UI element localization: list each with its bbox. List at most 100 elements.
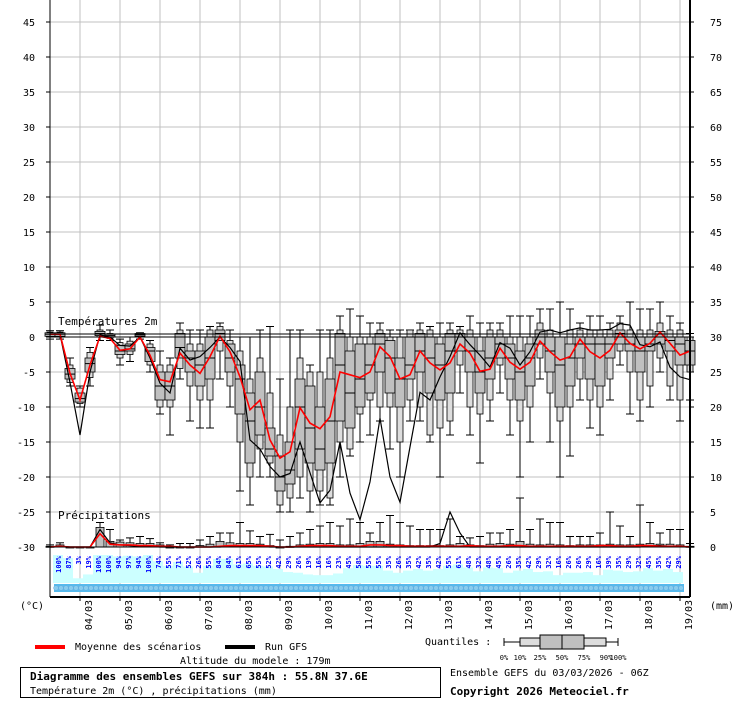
precip-type-mark	[533, 585, 539, 591]
snow-prob-bar	[213, 558, 223, 583]
snow-prob-bar	[593, 575, 603, 583]
precip-type-mark	[218, 585, 224, 591]
right-tick-label: 55	[710, 158, 722, 169]
precip-type-mark	[388, 585, 394, 591]
precip-type-mark	[343, 585, 349, 591]
precip-type-mark	[558, 585, 564, 591]
right-tick-label: 50	[710, 193, 722, 204]
precip-type-mark	[253, 585, 259, 591]
precip-type-mark	[478, 585, 484, 591]
snow-prob-label: 35%	[425, 555, 433, 568]
precip-boxplot	[495, 532, 505, 548]
precip-type-mark	[338, 585, 344, 591]
date-label: 07/03	[204, 600, 215, 630]
box-p25-p75	[554, 336, 566, 408]
precip-type-mark	[433, 585, 439, 591]
left-tick-label: 15	[23, 228, 35, 239]
snow-prob-bar	[303, 574, 313, 583]
box-p25-p75	[634, 336, 646, 373]
snow-prob-bar	[533, 572, 543, 583]
snow-prob-bar	[633, 571, 643, 583]
precip-type-mark	[408, 585, 414, 591]
precip-type-mark	[638, 585, 644, 591]
precip-type-mark	[138, 585, 144, 591]
snow-prob-bar	[643, 568, 653, 583]
precip-type-mark	[148, 585, 154, 591]
quantile-tick-label: 100%	[610, 654, 628, 662]
right-unit-label: (mm)	[710, 601, 734, 612]
snow-prob-label: 26%	[395, 555, 403, 568]
grid	[50, 0, 690, 597]
left-tick-label: -10	[17, 403, 35, 414]
box-p25-p75	[434, 343, 446, 401]
right-tick-label: 60	[710, 123, 722, 134]
snow-prob-label: 55%	[205, 555, 213, 568]
precip-type-mark	[68, 585, 74, 591]
temp-boxplot	[274, 378, 286, 513]
temp-boxplot	[514, 315, 526, 478]
snow-prob-label: 26%	[295, 555, 303, 568]
left-tick-label: 30	[23, 123, 35, 134]
precip-boxplot	[235, 522, 245, 548]
snow-prob-label: 100%	[145, 555, 153, 573]
temp-boxplot	[544, 308, 556, 443]
snow-prob-bar	[453, 564, 463, 583]
precip-type-mark	[483, 585, 489, 591]
precip-type-mark	[488, 585, 494, 591]
snow-prob-label: 61%	[455, 555, 463, 568]
legend: Moyenne des scénarios Run GFS Altitude d…	[35, 634, 628, 667]
snow-prob-label: 84%	[225, 555, 233, 568]
precip-type-mark	[268, 585, 274, 591]
snow-prob-bar	[263, 566, 273, 583]
precip-type-mark	[378, 585, 384, 591]
date-label: 15/03	[524, 600, 535, 630]
snow-prob-label: 42%	[525, 555, 533, 568]
right-tick-label: 45	[710, 228, 722, 239]
precip-type-mark	[583, 585, 589, 591]
snow-prob-label: 55%	[255, 555, 263, 568]
precip-boxplot	[265, 533, 275, 548]
snow-prob-bar	[433, 568, 443, 583]
right-tick-label: 10	[710, 473, 722, 484]
temp-boxplot	[484, 322, 496, 422]
snow-prob-label: 48%	[485, 555, 493, 568]
precip-type-mark	[563, 585, 569, 591]
temp-boxplot	[244, 336, 256, 506]
box-p25-p75	[374, 333, 386, 373]
snow-prob-label: 35%	[385, 555, 393, 568]
precip-type-mark	[203, 585, 209, 591]
precip-boxplots	[45, 497, 695, 549]
snow-prob-label: 19%	[85, 555, 93, 568]
snow-prob-bar	[423, 570, 433, 583]
quantiles-label: Quantiles :	[425, 637, 491, 648]
precip-boxplot	[655, 532, 665, 548]
precip-boxplot	[285, 536, 295, 548]
precip-type-mark	[288, 585, 294, 591]
right-tick-label: 75	[710, 18, 722, 29]
temp-boxplot	[284, 329, 296, 513]
box-p25-p75	[564, 343, 576, 387]
temp-boxplot	[604, 322, 616, 401]
precip-boxplot	[555, 522, 565, 548]
precip-type-mark	[228, 585, 234, 591]
precip-type-mark	[133, 585, 139, 591]
snow-prob-bar	[373, 565, 383, 583]
snow-prob-label: 35%	[405, 555, 413, 568]
precip-type-mark	[173, 585, 179, 591]
precip-type-mark	[308, 585, 314, 591]
snow-prob-bar	[623, 572, 633, 583]
precip-type-mark	[603, 585, 609, 591]
precip-type-mark	[643, 585, 649, 591]
precip-type-mark	[368, 585, 374, 591]
run-info: Ensemble GEFS du 03/03/2026 - 06Z	[450, 668, 649, 679]
snow-prob-label: 29%	[675, 555, 683, 568]
precip-type-mark	[273, 585, 279, 591]
temp-boxplot	[354, 315, 366, 443]
precip-type-mark	[423, 585, 429, 591]
temp-boxplot	[264, 326, 276, 478]
precip-type-mark	[593, 585, 599, 591]
quantile-tick-label: 0%	[500, 654, 509, 662]
precip-type-mark	[208, 585, 214, 591]
precip-type-mark	[428, 585, 434, 591]
